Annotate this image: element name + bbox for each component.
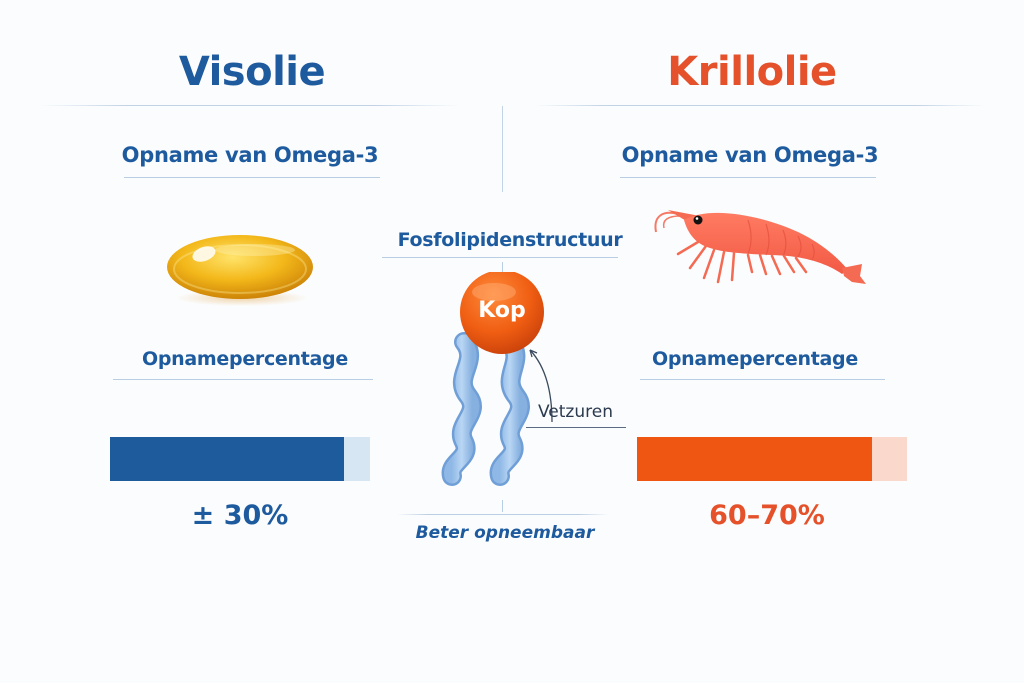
phospholipid-head-label: Kop <box>478 298 526 323</box>
fish-oil-rate-label: Opnamepercentage <box>142 348 348 370</box>
better-absorbed-label: Beter opneembaar <box>415 523 595 543</box>
phospholipid-connector-top <box>502 262 503 274</box>
fish-oil-subtitle: Opname van Omega-3 <box>121 143 379 167</box>
fish-oil-rate-value: ± 30% <box>191 500 289 531</box>
krill-oil-subtitle: Opname van Omega-3 <box>621 143 879 167</box>
left-title-divider <box>40 105 460 106</box>
phospholipid-icon <box>441 272 553 486</box>
left-rate-divider <box>113 379 373 380</box>
krill-oil-rate-label: Opnamepercentage <box>652 348 858 370</box>
footer-divider <box>397 514 609 515</box>
phospholipid-connector-bottom <box>502 500 503 512</box>
right-rate-divider <box>640 379 885 380</box>
fish-oil-title: Visolie <box>178 49 326 95</box>
phospholipid-heading: Fosfolipidenstructuur <box>397 229 623 251</box>
fish-oil-capsule-icon <box>167 235 313 306</box>
fatty-acids-underline <box>526 427 626 428</box>
right-subtitle-divider <box>620 177 876 178</box>
krill-oil-title: Krillolie <box>667 49 837 95</box>
left-subtitle-divider <box>124 177 380 178</box>
fish-oil-absorption-bar <box>110 437 370 481</box>
fatty-acids-label: Vetzuren <box>538 402 613 422</box>
center-vertical-divider <box>502 106 503 192</box>
krill-shrimp-icon <box>654 210 866 284</box>
fish-oil-bar-fill <box>110 437 344 481</box>
phospholipid-heading-divider <box>382 257 618 258</box>
right-title-divider <box>535 105 985 106</box>
krill-oil-absorption-bar <box>637 437 907 481</box>
krill-oil-bar-fill <box>637 437 872 481</box>
krill-oil-rate-value: 60–70% <box>709 500 825 531</box>
